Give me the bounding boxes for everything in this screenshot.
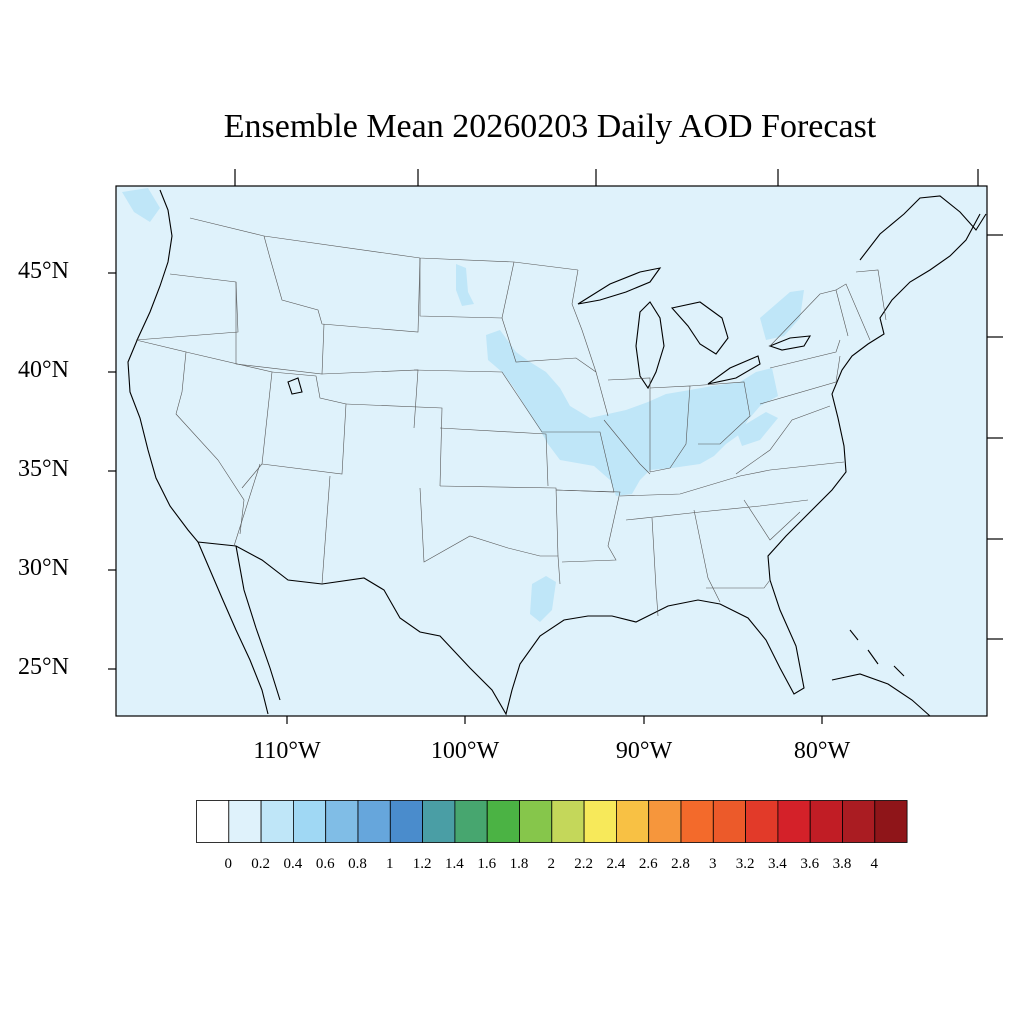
colorbar-box-21: [874, 800, 908, 843]
colorbar-box-0: [196, 800, 230, 843]
lat-label-45: 45°N: [18, 258, 69, 284]
colorbar-box-3: [293, 800, 327, 843]
aod-plume-great-lakes: [760, 290, 804, 340]
colorbar-label: 1.2: [412, 856, 432, 872]
colorbar-box-14: [648, 800, 682, 843]
colorbar-box-19: [809, 800, 843, 843]
colorbar-label: 1: [386, 856, 394, 872]
lon-label-90w: 90°W: [615, 738, 673, 764]
lat-label-40: 40°N: [18, 357, 69, 383]
colorbar-box-8: [454, 800, 488, 843]
map-background: [116, 186, 987, 716]
colorbar-box-9: [486, 800, 520, 843]
colorbar-label: 0.8: [348, 856, 367, 872]
lon-label-80w: 80°W: [793, 738, 851, 764]
coastline-layer: [127, 189, 987, 717]
lake-erie: [707, 355, 761, 385]
colorbar-label: 3.2: [735, 856, 755, 872]
colorbar-label: 2.4: [606, 856, 626, 872]
colorbar-label: 2.2: [574, 856, 593, 872]
colorbar-label: 2.6: [638, 856, 658, 872]
lake-michigan: [635, 301, 665, 390]
gulf-california: [235, 545, 281, 701]
colorbar-label: 0: [224, 856, 233, 872]
colorbar-label: 0.2: [251, 856, 270, 872]
cuba-coast: [831, 673, 931, 717]
lake-ontario: [768, 335, 812, 351]
colorbar-label: 4: [870, 856, 879, 872]
lat-label-25: 25°N: [18, 654, 69, 680]
great-salt-lake: [287, 377, 303, 395]
colorbar-box-5: [357, 800, 391, 843]
colorbar-box-7: [422, 800, 456, 843]
colorbar-box-17: [745, 800, 779, 843]
aod-plume-pacific: [122, 188, 160, 222]
colorbar-box-16: [712, 800, 746, 843]
colorbar-label: 1.8: [509, 856, 529, 872]
lake-huron: [670, 301, 729, 355]
colorbar-label: 2.8: [671, 856, 690, 872]
colorbar-label: 3: [709, 856, 717, 872]
colorbar-label: 2: [547, 856, 556, 872]
baja-coast: [197, 541, 269, 715]
aod-plume-midwest: [486, 330, 778, 496]
aod-plume-texas: [530, 576, 556, 622]
colorbar-box-2: [260, 800, 294, 843]
colorbar-box-11: [551, 800, 585, 843]
lat-label-30: 30°N: [18, 555, 69, 581]
lon-label-110w: 110°W: [253, 738, 321, 764]
colorbar-box-18: [777, 800, 811, 843]
colorbar-label: 3.6: [800, 856, 820, 872]
map-title: Ensemble Mean 20260203 Daily AOD Forecas…: [223, 108, 877, 145]
colorbar-box-12: [583, 800, 617, 843]
map-frame: [115, 185, 988, 717]
colorbar-box-4: [325, 800, 359, 843]
colorbar-box-15: [680, 800, 714, 843]
colorbar-box-20: [842, 800, 876, 843]
canada-east-coast: [859, 195, 987, 261]
bahamas-coast: [849, 629, 905, 677]
colorbar: [196, 800, 908, 843]
colorbar-label: 0.4: [283, 856, 303, 872]
lon-label-100w: 100°W: [430, 738, 500, 764]
aod-plume-layer: [122, 188, 804, 622]
colorbar-box-13: [615, 800, 650, 843]
us-outline: [127, 189, 981, 716]
colorbar-box-10: [519, 800, 553, 843]
aod-plume-appalachia: [736, 412, 778, 446]
state-borders-layer: [135, 217, 887, 617]
colorbar-label: 3.8: [832, 856, 852, 872]
axis-ticks: [108, 169, 1003, 724]
aod-plume-dakota: [456, 264, 474, 306]
colorbar-label: 0.6: [315, 856, 335, 872]
colorbar-label: 1.4: [445, 856, 464, 872]
lake-superior: [577, 267, 662, 305]
colorbar-label: 1.6: [477, 856, 497, 872]
lat-label-35: 35°N: [18, 456, 69, 482]
colorbar-box-6: [389, 800, 424, 843]
colorbar-label: 3.4: [768, 856, 787, 872]
colorbar-box-1: [228, 800, 262, 843]
